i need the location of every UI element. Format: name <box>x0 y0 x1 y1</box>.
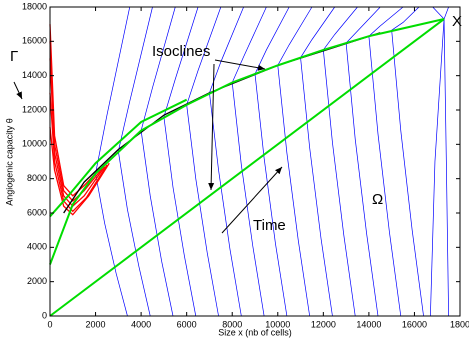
annotation: X <box>452 13 462 30</box>
x-tick-label: 2000 <box>86 319 106 329</box>
axes-box <box>49 6 461 317</box>
x-tick-label: 14000 <box>356 319 381 329</box>
x-tick-label: 16000 <box>402 319 427 329</box>
curve <box>391 6 424 317</box>
y-tick-label: 12000 <box>22 104 47 114</box>
curve <box>368 6 404 317</box>
y-tick-label: 14000 <box>22 70 47 80</box>
curve <box>254 6 290 317</box>
curve <box>231 6 267 317</box>
x-tick-label: 8000 <box>222 319 242 329</box>
curve <box>49 18 445 317</box>
y-axis-label: Angiogenic capacity θ <box>4 118 14 206</box>
curve <box>49 127 110 216</box>
annotation: Γ <box>10 48 18 65</box>
curve <box>49 58 106 208</box>
x-tick-label: 10000 <box>265 319 290 329</box>
x-tick-label: 4000 <box>131 319 151 329</box>
curve <box>322 6 358 317</box>
curve <box>49 92 108 213</box>
annotation: Ω <box>372 191 383 208</box>
curve <box>345 6 381 317</box>
x-tick-label: 1800 <box>450 319 469 329</box>
x-tick-label: 0 <box>47 319 52 329</box>
y-tick-label: 10000 <box>22 139 47 149</box>
annotation: Isoclines <box>152 43 210 60</box>
curve <box>277 6 313 317</box>
y-tick-label: 0 <box>42 310 47 320</box>
plot-area <box>49 6 449 317</box>
y-tick-label: 8000 <box>27 173 47 183</box>
curve <box>49 98 188 218</box>
arrow <box>208 63 215 191</box>
x-tick-label: 12000 <box>311 319 336 329</box>
curve <box>140 6 176 317</box>
curve <box>209 6 244 317</box>
x-tick-label: 6000 <box>177 319 197 329</box>
curve <box>49 18 445 265</box>
curve <box>49 24 101 197</box>
arrow <box>214 59 266 71</box>
curve <box>443 6 449 317</box>
y-tick-label: 6000 <box>27 207 47 217</box>
arrow <box>221 166 283 234</box>
curve <box>300 6 336 317</box>
y-tick-label: 18000 <box>22 1 47 11</box>
curve <box>430 6 445 317</box>
annotation: Time <box>253 217 286 234</box>
y-tick-label: 4000 <box>27 242 47 252</box>
arrow <box>13 81 23 100</box>
y-tick-label: 16000 <box>22 36 47 46</box>
y-tick-label: 2000 <box>27 276 47 286</box>
curve <box>163 6 199 317</box>
curve <box>186 6 222 317</box>
annotation-arrows <box>13 59 283 234</box>
curve <box>95 6 131 317</box>
x-axis-label: Size x (nb of cells) <box>218 327 292 337</box>
curve <box>117 6 153 317</box>
